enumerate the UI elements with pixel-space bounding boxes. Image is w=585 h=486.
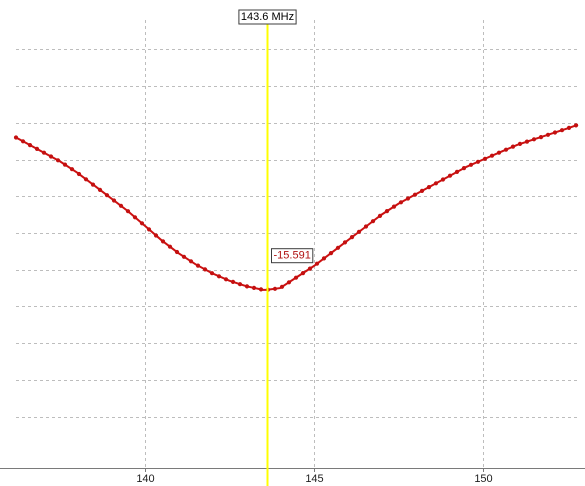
trace-point <box>20 139 26 144</box>
trace-point <box>356 229 362 234</box>
trace-point <box>307 266 313 271</box>
trace-point <box>223 277 229 282</box>
trace-point <box>475 159 481 164</box>
frequency-readout: 143.6 MHz <box>238 9 297 25</box>
x-tick-label: 150 <box>474 473 492 485</box>
trace-point <box>272 286 278 291</box>
trace-point <box>538 135 544 140</box>
trace-point <box>482 156 488 161</box>
trace-point <box>153 233 159 238</box>
trace-point <box>342 240 348 245</box>
trace-point <box>370 219 376 224</box>
value-readout: -15.591 <box>271 248 314 264</box>
trace-point <box>328 251 334 256</box>
trace-point <box>447 173 453 178</box>
trace-point <box>188 259 194 264</box>
trace-point <box>97 187 103 192</box>
trace-point <box>48 154 54 159</box>
horizontal-gridlines <box>16 49 578 418</box>
vertical-gridlines <box>145 20 484 468</box>
trace-point <box>83 177 89 182</box>
trace-point <box>230 279 236 284</box>
trace-point <box>510 144 516 149</box>
trace-point <box>34 146 40 151</box>
trace-point <box>440 177 446 182</box>
trace-point <box>426 185 432 190</box>
trace-line <box>15 123 579 291</box>
trace-point <box>384 209 390 214</box>
frequency-readout-box <box>238 9 297 25</box>
trace-point <box>573 123 579 128</box>
trace-point <box>559 128 565 133</box>
trace-point <box>405 196 411 201</box>
x-tick-label: 140 <box>136 473 154 485</box>
trace-point <box>461 166 467 171</box>
trace-point <box>279 284 285 289</box>
trace-point <box>69 167 75 172</box>
trace-point <box>503 147 509 152</box>
trace-point <box>237 282 243 287</box>
trace-point <box>349 235 355 240</box>
trace-point <box>41 150 47 155</box>
trace-point <box>545 132 551 137</box>
trace-point <box>391 204 397 209</box>
trace-point <box>489 153 495 158</box>
trace-point <box>195 263 201 268</box>
trace-point <box>258 287 264 292</box>
trace-point <box>209 271 215 276</box>
trace-point <box>412 192 418 197</box>
trace-point <box>468 162 474 167</box>
trace-point <box>62 162 68 167</box>
trace-point <box>104 193 110 198</box>
trace-point <box>216 274 222 279</box>
trace-point <box>433 181 439 186</box>
trace-point <box>524 139 530 144</box>
trace-point <box>251 285 257 290</box>
trace-point <box>293 275 299 280</box>
trace-point <box>125 209 131 214</box>
x-axis-ticks: 140 145 150 <box>136 468 493 485</box>
trace-point <box>377 213 383 218</box>
trace-point <box>13 135 19 140</box>
trace-point <box>517 141 523 146</box>
trace-point <box>111 198 117 203</box>
trace-point <box>244 284 250 289</box>
trace-point <box>174 249 180 255</box>
trace-point <box>76 171 82 177</box>
trace-point <box>419 188 425 193</box>
trace-point <box>321 256 327 261</box>
trace-point <box>118 203 124 208</box>
trace-point <box>139 221 145 226</box>
value-readout-box <box>271 248 314 264</box>
value-readout-text: -15.591 <box>274 250 311 262</box>
frequency-readout-text: 143.6 MHz <box>241 11 294 23</box>
trace-point <box>146 227 152 232</box>
trace-point <box>181 254 187 259</box>
trace <box>13 123 579 292</box>
trace-point <box>363 224 369 229</box>
trace-point <box>286 280 292 285</box>
trace-point <box>160 239 166 244</box>
x-tick-label: 145 <box>305 473 323 485</box>
trace-point <box>167 244 173 249</box>
trace-point <box>531 137 537 142</box>
trace-point <box>55 158 61 163</box>
trace-point <box>454 169 460 174</box>
trace-point <box>552 130 558 135</box>
trace-point <box>90 182 96 187</box>
trace-point <box>398 200 404 205</box>
trace-point <box>202 267 208 272</box>
trace-point <box>496 150 502 155</box>
trace-point <box>314 261 320 266</box>
trace-point <box>27 143 33 148</box>
trace-point <box>132 215 138 220</box>
trace-point <box>566 125 572 130</box>
trace-point <box>335 245 341 250</box>
trace-point <box>300 271 306 276</box>
